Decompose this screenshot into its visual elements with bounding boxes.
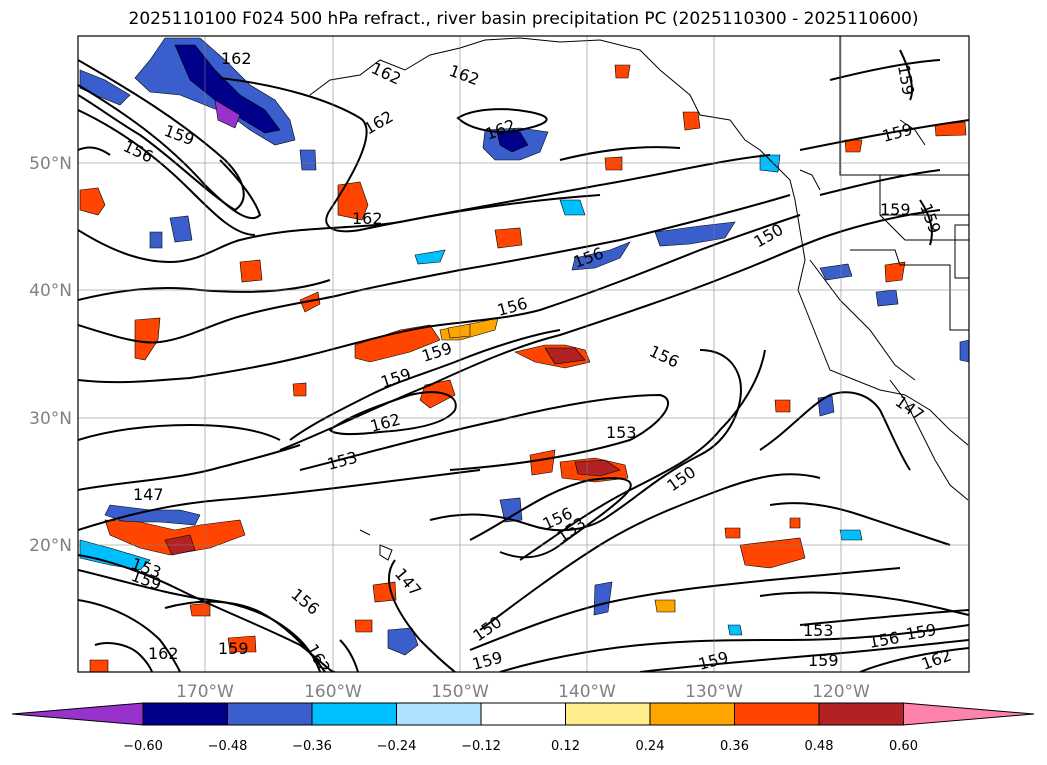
map-frame — [77, 35, 970, 673]
lat-label-30n: 30°N — [29, 409, 72, 429]
colorbar-segment — [649, 702, 735, 726]
colorbar-segment — [903, 702, 1035, 726]
lat-label-20n: 20°N — [29, 536, 72, 556]
colorbar-tick-label: −0.12 — [461, 739, 501, 754]
colorbar-ticks: −0.60 −0.48 −0.36 −0.24 −0.12 0.12 0.24 … — [123, 739, 918, 754]
coastlines — [309, 36, 969, 561]
longitude-labels: 170°W 160°W 150°W 140°W 130°W 120°W — [176, 682, 870, 702]
colorbar-tick-label: 0.12 — [551, 739, 580, 754]
lon-label-150w: 150°W — [431, 682, 489, 702]
contour-label: 162 — [221, 49, 252, 68]
colorbar-segment — [734, 702, 820, 726]
contour-label: 153 — [606, 423, 637, 442]
colorbar-tick-label: −0.60 — [123, 739, 163, 754]
colorbar-segment — [396, 702, 482, 726]
contour-label: 162 — [352, 209, 383, 228]
map-title: 2025110100 F024 500 hPa refract., river … — [128, 9, 919, 29]
lat-label-50n: 50°N — [29, 154, 72, 174]
colorbar-segment — [480, 702, 566, 726]
contour-label: 162 — [148, 644, 179, 663]
contour-label: 147 — [133, 485, 164, 504]
colorbar-segment — [142, 702, 228, 726]
refractivity-contours — [78, 49, 969, 672]
latitude-labels: 50°N 40°N 30°N 20°N — [29, 154, 72, 556]
graticule — [78, 36, 969, 672]
colorbar-segment — [565, 702, 651, 726]
colorbar — [11, 702, 1035, 726]
lon-label-120w: 120°W — [812, 682, 870, 702]
positive-anomaly-patches — [79, 64, 967, 672]
colorbar-tick-label: 0.24 — [636, 739, 665, 754]
lon-label-140w: 140°W — [558, 682, 616, 702]
colorbar-tick-label: 0.48 — [805, 739, 834, 754]
colorbar-segment — [818, 702, 904, 726]
colorbar-tick-label: 0.60 — [889, 739, 918, 754]
contour-label: 159 — [880, 200, 911, 219]
contour-label: 159 — [218, 639, 249, 658]
lon-label-130w: 130°W — [685, 682, 743, 702]
colorbar-segment — [311, 702, 397, 726]
lon-label-160w: 160°W — [304, 682, 362, 702]
negative-anomaly-patches — [79, 37, 969, 656]
contour-label: 159 — [808, 651, 839, 670]
colorbar-tick-label: −0.36 — [292, 739, 332, 754]
lon-label-170w: 170°W — [176, 682, 234, 702]
colorbar-segment — [11, 702, 144, 726]
colorbar-segment — [227, 702, 313, 726]
lat-label-40n: 40°N — [29, 281, 72, 301]
colorbar-tick-label: 0.36 — [720, 739, 749, 754]
contour-label: 153 — [803, 621, 834, 640]
colorbar-tick-label: −0.48 — [208, 739, 248, 754]
colorbar-tick-label: −0.24 — [377, 739, 417, 754]
